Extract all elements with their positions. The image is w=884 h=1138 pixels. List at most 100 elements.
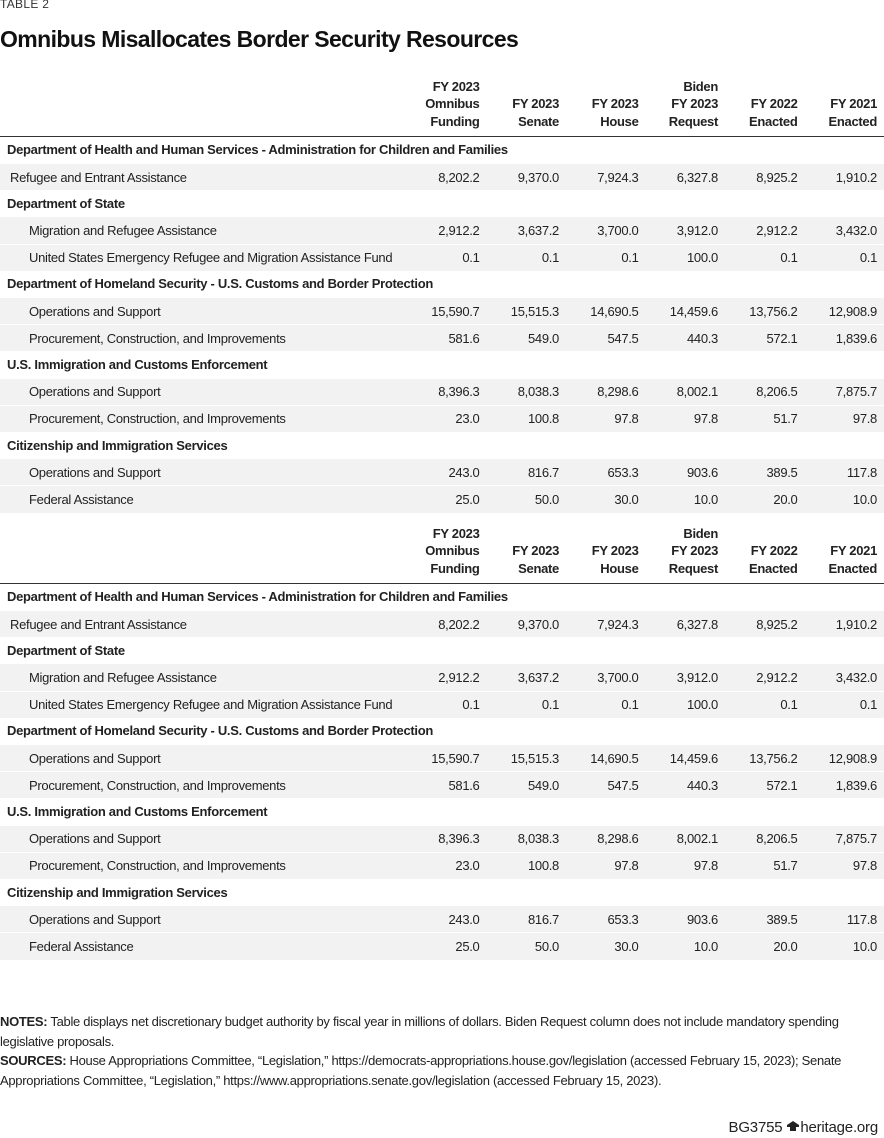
column-header-line: Request bbox=[668, 113, 719, 129]
cell-value: 3,700.0 bbox=[566, 216, 646, 245]
cell-value: 547.5 bbox=[566, 771, 646, 799]
cell-value: 20.0 bbox=[725, 932, 805, 960]
column-header-line: Senate bbox=[518, 560, 559, 576]
row-label: Refugee and Entrant Assistance bbox=[0, 610, 407, 638]
cell-value: 581.6 bbox=[407, 324, 487, 352]
cell-value: 8,002.1 bbox=[645, 377, 725, 406]
cell-value: 100.0 bbox=[645, 690, 725, 718]
column-header: FY 2021 Enacted bbox=[804, 525, 884, 584]
cell-value: 0.1 bbox=[407, 243, 487, 271]
cell-value: 440.3 bbox=[645, 771, 725, 799]
sources-text: House Appropriations Committee, “Legisla… bbox=[0, 1053, 842, 1088]
notes-label: NOTES: bbox=[0, 1014, 48, 1029]
cell-value: 10.0 bbox=[804, 932, 884, 960]
header-cell bbox=[0, 525, 407, 584]
section-title: Department of Health and Human Services … bbox=[0, 136, 884, 164]
row-label: Procurement, Construction, and Improveme… bbox=[0, 324, 407, 352]
column-header-line: Request bbox=[668, 560, 719, 576]
cell-value: 0.1 bbox=[566, 243, 646, 271]
cell-value: 8,202.2 bbox=[407, 163, 487, 191]
cell-value: 97.8 bbox=[804, 851, 884, 879]
cell-value: 100.8 bbox=[486, 851, 566, 879]
column-header-line: FY 2022 bbox=[750, 543, 798, 559]
notes-text: Table displays net discretionary budget … bbox=[0, 1014, 839, 1049]
column-header-line: FY 2023 bbox=[512, 96, 559, 112]
cell-value: 3,637.2 bbox=[486, 216, 566, 245]
column-header-line: House bbox=[600, 560, 639, 576]
cell-value: 6,327.8 bbox=[645, 610, 725, 638]
cell-value: 440.3 bbox=[645, 324, 725, 352]
data-row: Migration and Refugee Assistance 2,912.2 3… bbox=[0, 216, 884, 245]
cell-value: 8,206.5 bbox=[725, 377, 805, 406]
data-row: Operations and Support 243.0 816.7 653.3 903… bbox=[0, 905, 884, 933]
section-title: U.S. Immigration and Customs Enforcement bbox=[0, 351, 884, 379]
row-label: Procurement, Construction, and Improveme… bbox=[0, 771, 407, 799]
cell-value: 13,756.2 bbox=[725, 744, 805, 772]
cell-value: 6,327.8 bbox=[645, 163, 725, 191]
cell-value: 389.5 bbox=[725, 905, 805, 933]
cell-value: 15,515.3 bbox=[486, 744, 566, 772]
cell-value: 3,912.0 bbox=[645, 216, 725, 245]
cell-value: 3,912.0 bbox=[645, 663, 725, 692]
cell-value: 12,908.9 bbox=[804, 297, 884, 325]
column-header-line: Enacted bbox=[828, 560, 878, 576]
column-header-line: FY 2023 bbox=[671, 96, 718, 112]
column-header: FY 2023 House bbox=[566, 525, 646, 584]
site: heritage.org bbox=[800, 1119, 878, 1136]
column-header-line: FY 2023 bbox=[591, 96, 639, 112]
row-label: Operations and Support bbox=[0, 744, 407, 772]
column-header-line: FY 2023 bbox=[432, 526, 480, 541]
section-row: Department of Health and Human Services … bbox=[0, 583, 884, 611]
data-row: Operations and Support 15,590.7 15,515.3 14… bbox=[0, 744, 884, 772]
data-row: Operations and Support 8,396.3 8,038.3 8,29… bbox=[0, 377, 884, 406]
column-header-line: FY 2023 bbox=[512, 543, 559, 559]
column-header-line: Biden bbox=[683, 526, 718, 541]
cell-value: 549.0 bbox=[486, 771, 566, 799]
section-row: Department of Homeland Security - U.S. C… bbox=[0, 717, 884, 745]
cell-value: 12,908.9 bbox=[804, 744, 884, 772]
section-title: Citizenship and Immigration Services bbox=[0, 878, 884, 906]
cell-value: 2,912.2 bbox=[407, 216, 487, 245]
cell-value: 3,700.0 bbox=[566, 663, 646, 692]
cell-value: 20.0 bbox=[725, 485, 805, 513]
section-row: Citizenship and Immigration Services bbox=[0, 878, 884, 906]
header-row: FY 2023 Omnibus Funding FY 2023 Senate FY 202… bbox=[0, 78, 884, 137]
section-row: Department of State bbox=[0, 637, 884, 664]
cell-value: 572.1 bbox=[725, 324, 805, 352]
cell-value: 581.6 bbox=[407, 771, 487, 799]
cell-value: 25.0 bbox=[407, 932, 487, 960]
cell-value: 8,298.6 bbox=[566, 377, 646, 406]
column-header-line: FY 2023 bbox=[591, 543, 639, 559]
section-title: Department of State bbox=[0, 190, 884, 217]
cell-value: 0.1 bbox=[804, 690, 884, 718]
data-row: United States Emergency Refugee and Migr… bbox=[0, 243, 884, 271]
section-row: Department of Health and Human Services … bbox=[0, 136, 884, 164]
column-header-line: Enacted bbox=[749, 560, 798, 576]
column-header-line: House bbox=[600, 113, 639, 129]
cell-value: 23.0 bbox=[407, 404, 487, 432]
section-row: U.S. Immigration and Customs Enforcement bbox=[0, 798, 884, 826]
cell-value: 572.1 bbox=[725, 771, 805, 799]
cell-value: 8,002.1 bbox=[645, 824, 725, 853]
cell-value: 0.1 bbox=[486, 690, 566, 718]
cell-value: 0.1 bbox=[725, 690, 805, 718]
cell-value: 8,038.3 bbox=[486, 377, 566, 406]
cell-value: 9,370.0 bbox=[486, 610, 566, 638]
data-row: Federal Assistance 25.0 50.0 30.0 10.0 20.0 10… bbox=[0, 485, 884, 513]
row-label: Federal Assistance bbox=[0, 485, 407, 513]
cell-value: 97.8 bbox=[645, 404, 725, 432]
section-title: Department of Homeland Security - U.S. C… bbox=[0, 717, 884, 745]
data-row: Operations and Support 243.0 816.7 653.3 903… bbox=[0, 458, 884, 486]
cell-value: 0.1 bbox=[486, 243, 566, 271]
row-label: Procurement, Construction, and Improveme… bbox=[0, 404, 407, 432]
notes: NOTES: Table displays net discretionary … bbox=[0, 1012, 880, 1090]
row-label: Refugee and Entrant Assistance bbox=[0, 163, 407, 191]
section-title: Department of State bbox=[0, 637, 884, 664]
cell-value: 816.7 bbox=[486, 458, 566, 486]
cell-value: 10.0 bbox=[645, 932, 725, 960]
cell-value: 9,370.0 bbox=[486, 163, 566, 191]
cell-value: 8,396.3 bbox=[407, 377, 487, 406]
cell-value: 7,875.7 bbox=[804, 824, 884, 853]
report-code: BG3755 bbox=[728, 1119, 783, 1136]
cell-value: 0.1 bbox=[725, 243, 805, 271]
